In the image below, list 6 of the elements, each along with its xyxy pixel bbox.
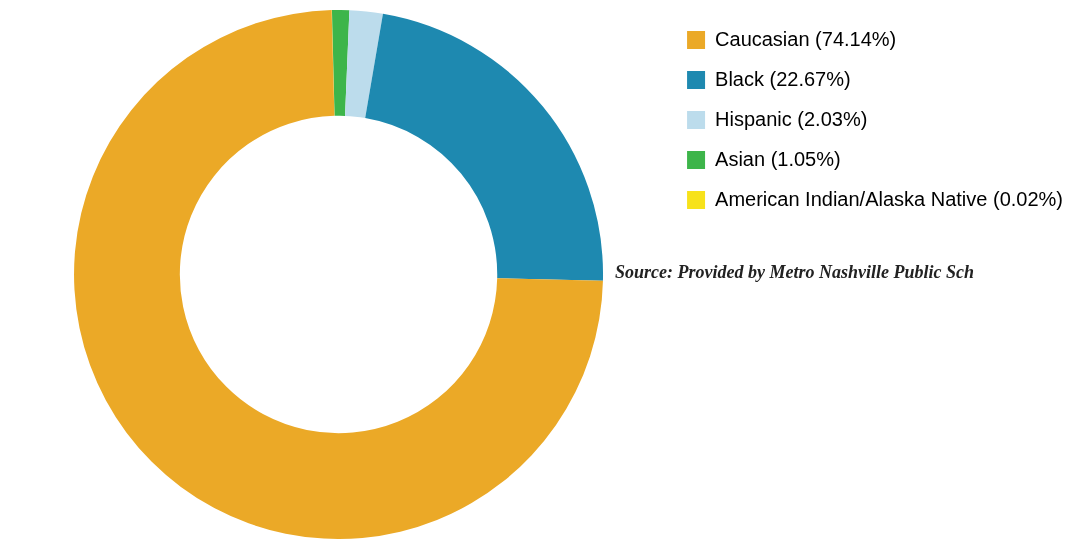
legend-label: Asian (1.05%) — [715, 147, 841, 170]
source-note: Source: Provided by Metro Nashville Public Sch — [615, 262, 974, 283]
legend-label: Black (22.67%) — [715, 67, 851, 90]
legend-label: Caucasian (74.14%) — [715, 27, 897, 50]
legend-label: American Indian/Alaska Native (0.02%) — [715, 187, 1064, 210]
legend-label: Hispanic (2.03%) — [715, 107, 868, 130]
